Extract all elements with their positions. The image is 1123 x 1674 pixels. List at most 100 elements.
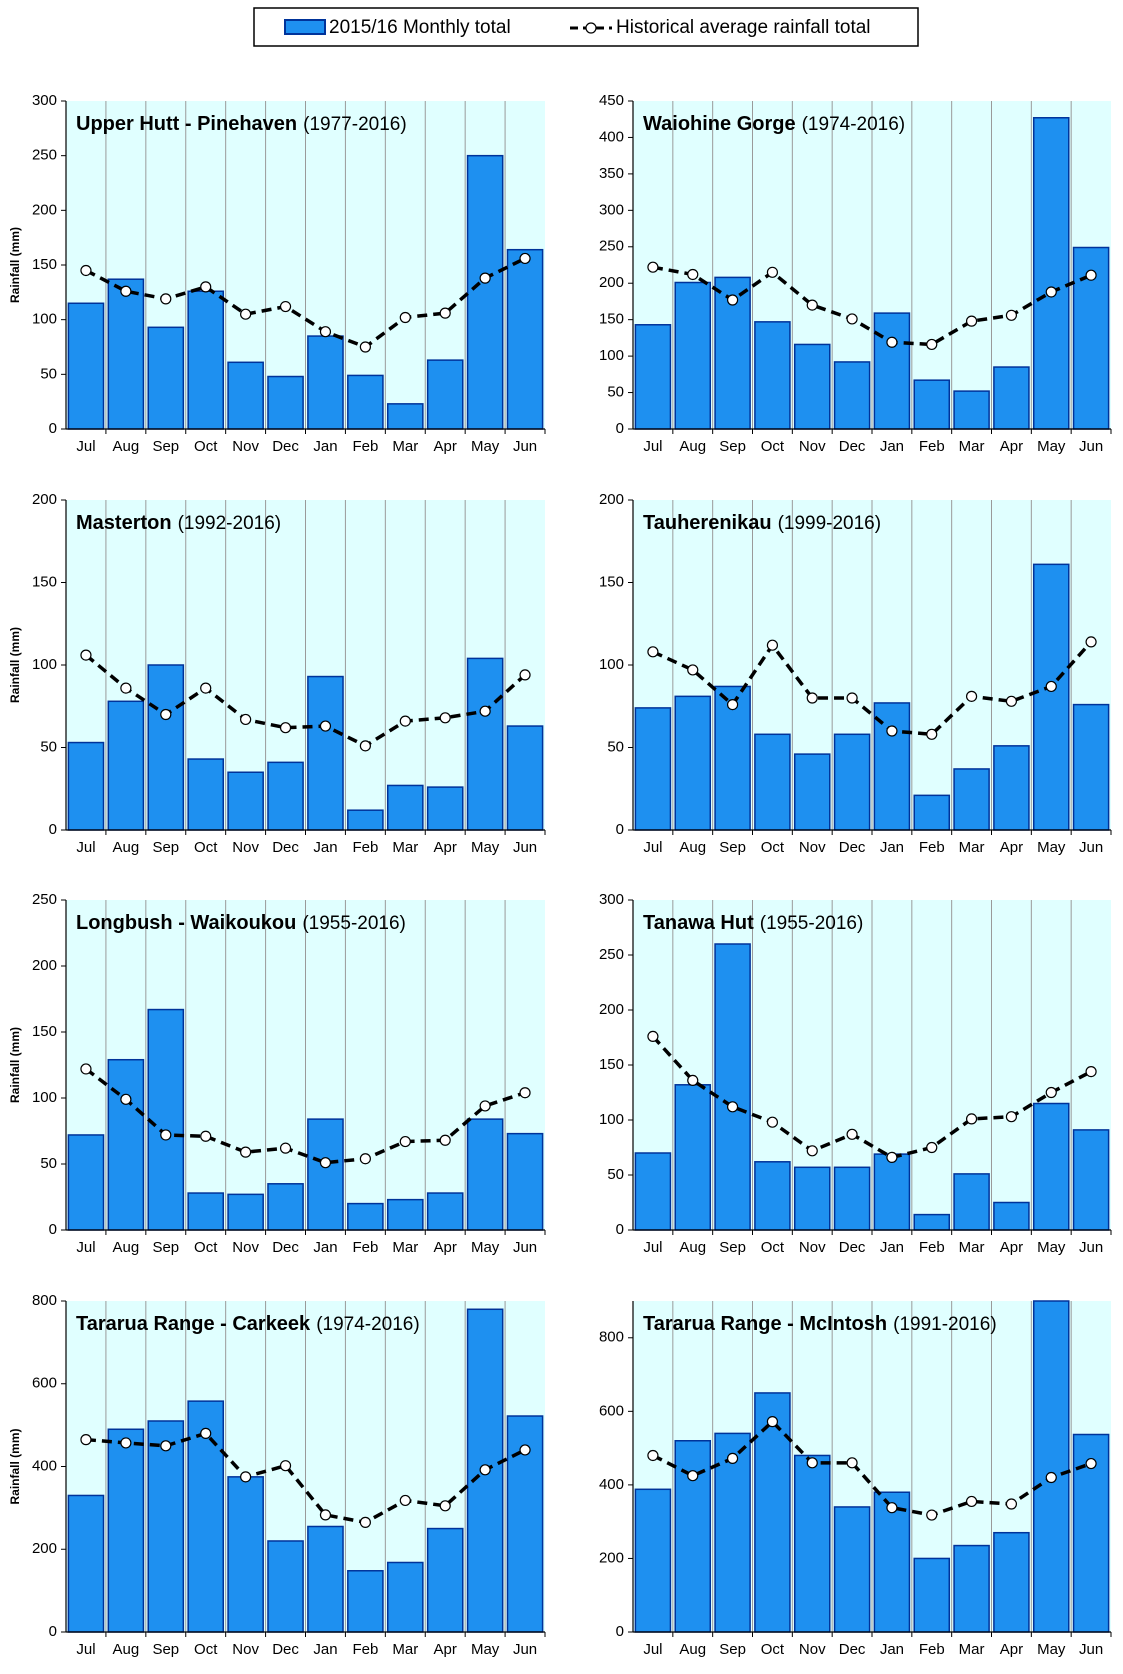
y-tick-label: 100: [32, 311, 57, 328]
y-tick-label: 250: [32, 891, 57, 908]
average-marker: [439, 712, 451, 724]
bar: [426, 1527, 464, 1633]
average-marker: [806, 1457, 818, 1469]
bar: [426, 359, 464, 430]
y-tick-label: 100: [599, 1111, 624, 1128]
title-period: (1974-2016): [802, 114, 906, 135]
x-tick-label: Jul: [76, 1641, 95, 1658]
bar: [754, 1161, 791, 1231]
y-tick-label: 50: [40, 738, 57, 755]
bar: [307, 1525, 344, 1633]
average-marker: [1045, 680, 1057, 693]
average-marker: [200, 1427, 212, 1440]
bar: [347, 809, 384, 831]
title-period: (1992-2016): [178, 513, 282, 534]
x-tick-label: Feb: [352, 839, 378, 856]
average-marker: [886, 336, 898, 348]
bar: [347, 1202, 384, 1231]
average-marker: [846, 1457, 858, 1469]
x-tick-label: Aug: [679, 839, 706, 856]
legend-label: Historical average rainfall total: [616, 17, 871, 38]
average-marker: [279, 1460, 292, 1472]
x-tick-label: Dec: [272, 438, 299, 455]
x-tick-label: Oct: [761, 1239, 785, 1256]
average-marker: [1005, 695, 1018, 707]
bar: [347, 1570, 384, 1633]
x-tick-label: Nov: [232, 1641, 259, 1658]
x-tick-label: Apr: [434, 1239, 457, 1256]
average-line: [652, 640, 1093, 737]
average-marker: [519, 252, 531, 265]
y-tick-label: 800: [599, 1329, 624, 1346]
y-tick-label: 0: [49, 1221, 57, 1238]
bar: [913, 1557, 951, 1633]
bar: [913, 794, 951, 831]
x-tick-label: Feb: [352, 438, 378, 455]
bar: [347, 374, 384, 430]
bar: [953, 390, 990, 430]
average-marker: [926, 1509, 938, 1521]
chart-title: Waiohine Gorge (1974-2016): [643, 113, 905, 135]
average-marker: [80, 649, 92, 661]
average-marker: [80, 1434, 92, 1446]
average-marker: [240, 1146, 252, 1158]
bar: [386, 784, 424, 831]
x-tick-label: Mar: [959, 438, 985, 455]
y-tick-label: 600: [599, 1402, 624, 1419]
bar: [833, 1506, 871, 1633]
x-tick-label: Mar: [392, 839, 418, 856]
x-tick-label: Nov: [232, 839, 259, 856]
x-tick-label: Nov: [799, 1641, 826, 1658]
legend-bar-swatch: [284, 19, 326, 35]
x-tick-label: Mar: [959, 1239, 985, 1256]
average-marker: [1045, 1086, 1057, 1099]
average-marker: [200, 281, 212, 293]
bar: [993, 1531, 1030, 1633]
x-tick-label: Sep: [719, 1239, 746, 1256]
x-tick-label: Jul: [643, 839, 662, 856]
average-marker: [806, 1145, 818, 1157]
average-marker: [926, 728, 938, 740]
bar: [754, 1392, 791, 1633]
y-tick-label: 0: [616, 821, 624, 838]
x-tick-label: May: [471, 438, 500, 455]
y-tick-label: 150: [32, 573, 57, 590]
average-marker: [1045, 286, 1057, 298]
x-tick-label: Jun: [513, 1239, 537, 1256]
x-tick-label: Feb: [919, 839, 945, 856]
average-marker: [399, 1135, 411, 1148]
average-marker: [279, 300, 292, 313]
chart: 0 50 100 150 200 250 300 Jul Aug Sep Oct Nov Dec Jan F…: [8, 92, 546, 455]
average-marker: [120, 285, 132, 297]
average-marker: [726, 698, 739, 711]
average-marker: [319, 1157, 332, 1169]
x-tick-label: May: [1037, 1239, 1066, 1256]
x-tick-label: Apr: [434, 1641, 457, 1658]
y-tick-label: 400: [32, 1457, 57, 1474]
bar: [227, 1476, 264, 1633]
x-tick-label: Jan: [313, 839, 337, 856]
x-tick-label: May: [1037, 839, 1066, 856]
average-marker: [846, 313, 858, 325]
y-tick-label: 200: [599, 491, 624, 508]
chart-title: Tauherenikau (1999-2016): [643, 512, 881, 534]
y-tick-label: 0: [49, 821, 57, 838]
average-marker: [965, 1113, 978, 1125]
y-axis-label: Rainfall (mm): [8, 1428, 22, 1504]
bar: [993, 366, 1030, 430]
average-marker: [160, 293, 172, 305]
x-tick-label: Apr: [434, 839, 457, 856]
bar: [873, 1491, 911, 1633]
average-marker: [279, 1142, 292, 1154]
bar: [386, 1561, 424, 1633]
bar: [714, 685, 751, 831]
average-marker: [647, 261, 659, 273]
y-tick-label: 100: [32, 1089, 57, 1106]
chart-title: Upper Hutt - Pinehaven (1977-2016): [76, 113, 407, 135]
average-marker: [80, 1063, 92, 1075]
y-tick-label: 200: [32, 957, 57, 974]
average-marker: [319, 326, 332, 338]
x-tick-label: Aug: [679, 1641, 706, 1658]
bar: [714, 943, 751, 1231]
average-marker: [279, 722, 292, 734]
